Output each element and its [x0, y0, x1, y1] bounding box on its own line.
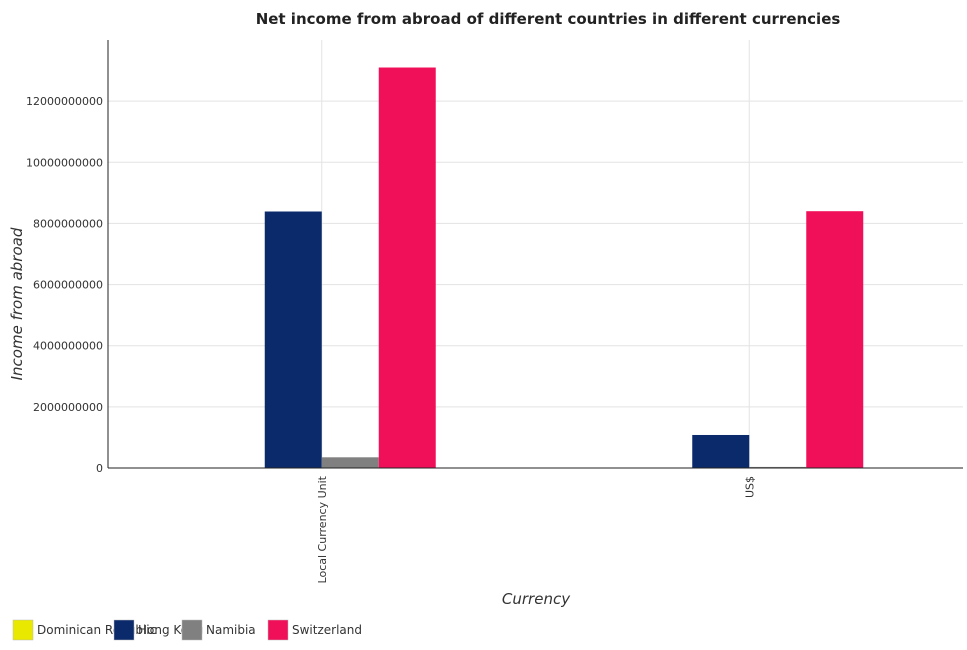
y-tick-label: 8000000000 [33, 217, 103, 230]
legend-swatch [12, 619, 34, 641]
chart-title: Net income from abroad of different coun… [256, 10, 841, 28]
bar-hong-kong [264, 211, 322, 468]
x-tick-label: Local Currency Unit [316, 475, 329, 583]
bar-switzerland [806, 211, 864, 468]
legend-label: Switzerland [292, 623, 362, 637]
legend-swatch [267, 619, 289, 641]
bar-switzerland [378, 67, 436, 468]
bar-namibia [749, 466, 807, 468]
x-axis-label: Currency [502, 590, 571, 608]
bar-hong-kong [692, 434, 750, 468]
y-tick-label: 12000000000 [26, 95, 103, 108]
x-tick-label: US$ [743, 476, 756, 498]
legend-swatch [113, 619, 135, 641]
y-tick-label: 2000000000 [33, 401, 103, 414]
legend-label: Namibia [206, 623, 256, 637]
bar-namibia [321, 457, 379, 468]
legend-entry: Namibia [181, 619, 256, 641]
legend-entry: Switzerland [267, 619, 362, 641]
legend-swatch [181, 619, 203, 641]
y-tick-label: 6000000000 [33, 279, 103, 292]
y-axis-label: Income from abroad [8, 227, 26, 380]
bars [264, 67, 864, 468]
y-tick-label: 0 [96, 462, 103, 475]
y-tick-label: 4000000000 [33, 340, 103, 353]
y-tick-label: 10000000000 [26, 156, 103, 169]
gridlines [108, 40, 963, 469]
axes: 0 2000000000 4000000000 6000000000 800000000… [26, 40, 963, 583]
legend-entry: Dominican Republic [12, 619, 156, 641]
